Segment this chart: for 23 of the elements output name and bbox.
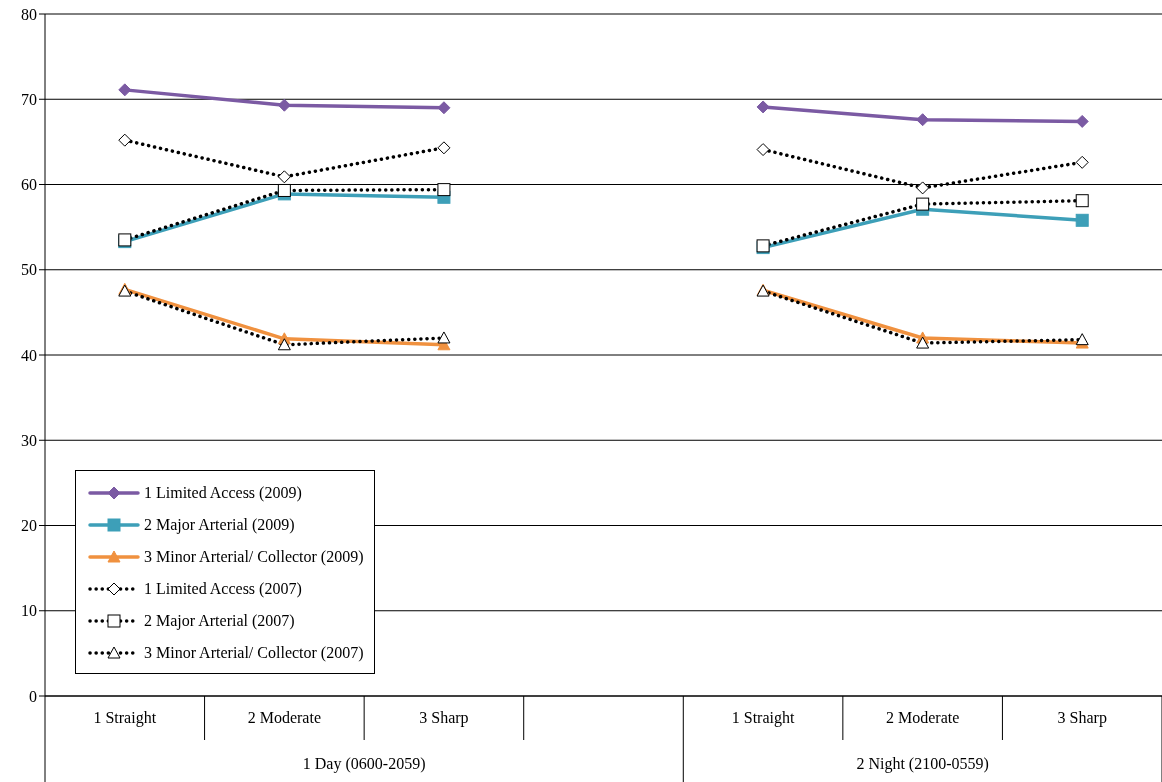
x-tick-label: 2 Moderate xyxy=(885,709,960,726)
legend-label: 3 Minor Arterial/ Collector (2007) xyxy=(144,644,364,662)
x-tick-label: 3 Sharp xyxy=(419,709,469,727)
y-tick-label: 30 xyxy=(21,431,37,449)
y-tick-label: 0 xyxy=(29,687,37,705)
legend-label: 1 Limited Access (2009) xyxy=(144,484,302,502)
x-tick-label: 2 Moderate xyxy=(247,709,322,726)
y-tick-label: 40 xyxy=(21,346,37,364)
text: 1 Day (0600-2059) xyxy=(302,755,426,773)
y-tick-label: 20 xyxy=(21,517,37,535)
x-tick-label: 1 Straight xyxy=(93,709,157,727)
legend-label: 2 Major Arterial (2007) xyxy=(144,612,295,630)
legend-label: 3 Minor Arterial/ Collector (2009) xyxy=(144,548,364,566)
text: 2 Night (2100-0559) xyxy=(856,755,989,773)
y-tick-label: 50 xyxy=(21,261,37,279)
y-tick-label: 60 xyxy=(21,176,37,194)
x-tick-label: 1 Straight xyxy=(731,709,795,727)
legend-label: 2 Major Arterial (2009) xyxy=(144,516,295,534)
legend-label: 1 Limited Access (2007) xyxy=(144,580,302,598)
y-tick-label: 70 xyxy=(21,90,37,108)
y-tick-label: 10 xyxy=(21,602,37,620)
y-tick-label: 80 xyxy=(21,5,37,23)
x-tick-label: 3 Sharp xyxy=(1057,709,1107,727)
